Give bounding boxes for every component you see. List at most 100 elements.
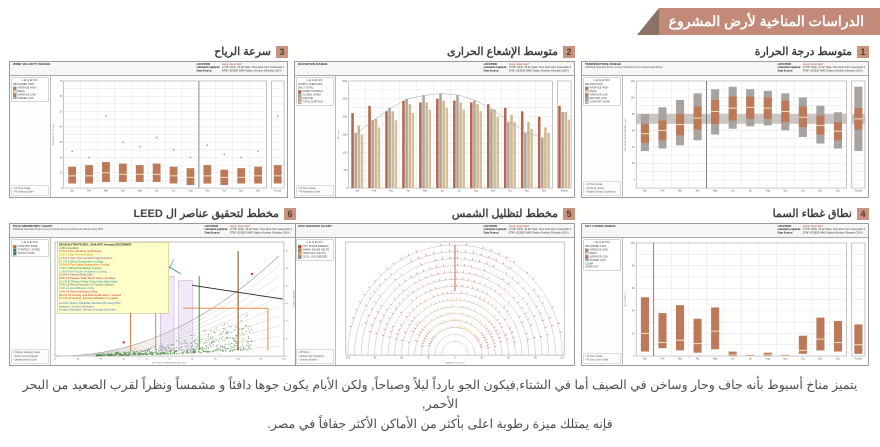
svg-text:90: 90 (214, 358, 217, 360)
chart-legend-column: LEGEND COMFORT ZONE STRATEGY ZONES HOURLY D… (10, 238, 51, 365)
svg-text:Feb: Feb (660, 358, 665, 360)
chart-title: SUN SHADING CHART (298, 225, 333, 228)
panel-title: متوسط الإشعاع الحرارى (447, 46, 558, 58)
svg-text:WIND VELOCITY, mph: WIND VELOCITY, mph (53, 124, 55, 145)
svg-text:Dec: Dec (836, 190, 841, 192)
legend-item: RECORDED HIGH (585, 245, 607, 248)
svg-text:-90: -90 (373, 357, 377, 359)
chart-option: ▫ Show Comfort Model (13, 354, 38, 358)
panel-sky-cover: 4 نطاق غطاء السما SKY COVER RANGE LOCATI… (581, 206, 869, 366)
legend-item: RECORD LOW (585, 96, 619, 101)
svg-text:HUMIDITY RATIO: HUMIDITY RATIO (292, 291, 295, 308)
legend-item: OVERCAST (585, 265, 599, 269)
sky-cover-chart: 0 20 40 60 80 100 Jan Feb Mar Apr May Jun Jul Aug Sep O… (625, 242, 866, 360)
legend-item: TOTAL SURFACE (298, 100, 332, 104)
legend-item: STRATEGY ZONES (13, 248, 47, 252)
chart-option: ▫ Fit Velocity Scale (13, 190, 34, 194)
svg-text:Jan: Jan (643, 358, 647, 360)
svg-text:90: 90 (534, 357, 537, 359)
chart-option: ▫ Display Design Conditions (585, 190, 616, 194)
chart-card: SKY COVER RANGE LOCATION: Asyut, Asyut, E… (581, 223, 869, 366)
chart-title: WIND VELOCITY RANGE (13, 63, 51, 66)
chart-option: ▫ Display Hourly Data (13, 358, 37, 362)
svg-text:Aug: Aug (188, 189, 193, 192)
chart-option: ▫ Fit Sky Cover Scale (585, 358, 609, 362)
chart-subtitle: ASHRAE Standard 55 and Current Handbook … (13, 228, 104, 231)
location-block: LOCATION: Asyut, Asyut, EGY Latitude/Long… (777, 225, 865, 235)
svg-text:Feb: Feb (372, 190, 377, 192)
svg-text:Jun: Jun (731, 358, 735, 360)
legend-item: COMFORT ZONE (13, 245, 47, 249)
chart-title: SKY COVER RANGE (585, 225, 616, 228)
svg-text:0: 0 (633, 179, 635, 182)
svg-text:Jun: Jun (155, 190, 159, 192)
svg-text:Jul: Jul (749, 358, 752, 360)
legend-item: MEAN (13, 89, 47, 94)
svg-text:Nov: Nov (239, 190, 244, 192)
svg-text:May: May (713, 190, 718, 192)
chart-option: ▫ Fit Time Scale (585, 183, 603, 187)
svg-text:Aug: Aug (766, 357, 771, 360)
svg-text:Jun: Jun (731, 190, 735, 192)
legend-item: HOT: SHADE NEEDED (298, 245, 332, 249)
legend-item: DIFFUSE (298, 96, 332, 101)
chart-option: ▫ Fit Time Scale (13, 186, 31, 190)
caption-line-1: يتميز مناخ أسيوط بأنه جاف وحار وساخن في … (22, 378, 858, 412)
svg-text:2000: 2000 (342, 117, 348, 119)
svg-text:Jul: Jul (458, 190, 461, 192)
chart-subtitle: ASHRAE Standard 55 and Current Handbook … (585, 66, 663, 69)
panel-number-badge: 4 (857, 207, 869, 220)
svg-text:40: 40 (632, 310, 635, 313)
legend-item: HOURLY DATA (13, 252, 47, 256)
svg-text:100: 100 (631, 242, 636, 245)
svg-text:40: 40 (100, 358, 103, 360)
chart-card: TEMPERATURE RANGE ASHRAE Standard 55 and… (581, 61, 869, 198)
svg-text:60: 60 (632, 129, 635, 132)
svg-text:100: 100 (236, 358, 240, 360)
panel-title-row: 1 متوسط درجة الحرارة (581, 44, 869, 59)
svg-text:60: 60 (145, 358, 148, 360)
chart-title: TEMPERATURE RANGE (585, 63, 621, 66)
chart-plot-area: 0 10 20 30 40 50 60 70 Jan Feb Mar Apr May Jun Jul Aug S… (51, 76, 287, 197)
svg-text:Oct: Oct (508, 189, 512, 192)
panel-title-row: 6 مخطط لتحقيق عناصر ال LEED (9, 206, 296, 221)
panel-title: نطاق غطاء السما (772, 208, 852, 220)
chart-option: ▫ Fit Radiation Scale (298, 190, 321, 194)
legend-item: AVERAGE HIGH (585, 86, 619, 90)
panel-title: مخطط لتحقيق عناصر ال LEED (133, 208, 279, 220)
legend-item: WARM: SHADE HELPS (298, 248, 332, 252)
svg-text:Sep: Sep (783, 190, 788, 192)
svg-text:-30: -30 (427, 357, 431, 359)
svg-text:Nov: Nov (525, 190, 530, 192)
svg-text:20: 20 (286, 286, 289, 288)
svg-text:SKY COVER, %: SKY COVER, % (625, 292, 627, 307)
panel-radiation: 2 متوسط الإشعاع الحرارى RADIATION RANGE … (294, 44, 575, 198)
svg-text:30: 30 (286, 251, 289, 253)
svg-text:Annual: Annual (561, 189, 569, 192)
svg-text:15: 15 (286, 303, 289, 305)
panel-title: سرعة الرياح (214, 46, 271, 58)
chart-header: TEMPERATURE RANGE ASHRAE Standard 55 and… (582, 62, 868, 76)
chart-header: SKY COVER RANGE LOCATION: Asyut, Asyut, E… (582, 224, 868, 238)
svg-text:Jan: Jan (643, 190, 647, 192)
svg-text:20: 20 (632, 162, 635, 165)
svg-text:70: 70 (60, 80, 63, 83)
svg-text:Annual: Annual (855, 357, 863, 360)
svg-text:Apr: Apr (121, 189, 125, 192)
legend-item: GLOBAL HORIZ (298, 93, 332, 97)
svg-text:50: 50 (122, 358, 125, 360)
svg-text:Dec: Dec (256, 190, 261, 192)
chart-title: RADIATION RANGE (298, 63, 328, 66)
legend-item: COMFORT: SUN OK (298, 252, 332, 256)
chart-header: PSYCHROMETRIC CHART ASHRAE Standard 55 a… (10, 224, 295, 238)
svg-text:-120: -120 (346, 357, 351, 359)
chart-option: ▫ Fit Time Scale (298, 186, 316, 190)
legend-item: AVERAGE LOW (585, 255, 619, 259)
radiation-range-chart: 0 500 1000 1500 2000 2500 3000 Jan Feb Mar Apr May J… (338, 80, 572, 192)
svg-text:10: 10 (60, 172, 63, 175)
svg-text:30: 30 (481, 357, 484, 359)
svg-text:Jan: Jan (355, 190, 359, 192)
svg-text:80: 80 (191, 358, 194, 360)
svg-text:Annual: Annual (274, 189, 281, 192)
